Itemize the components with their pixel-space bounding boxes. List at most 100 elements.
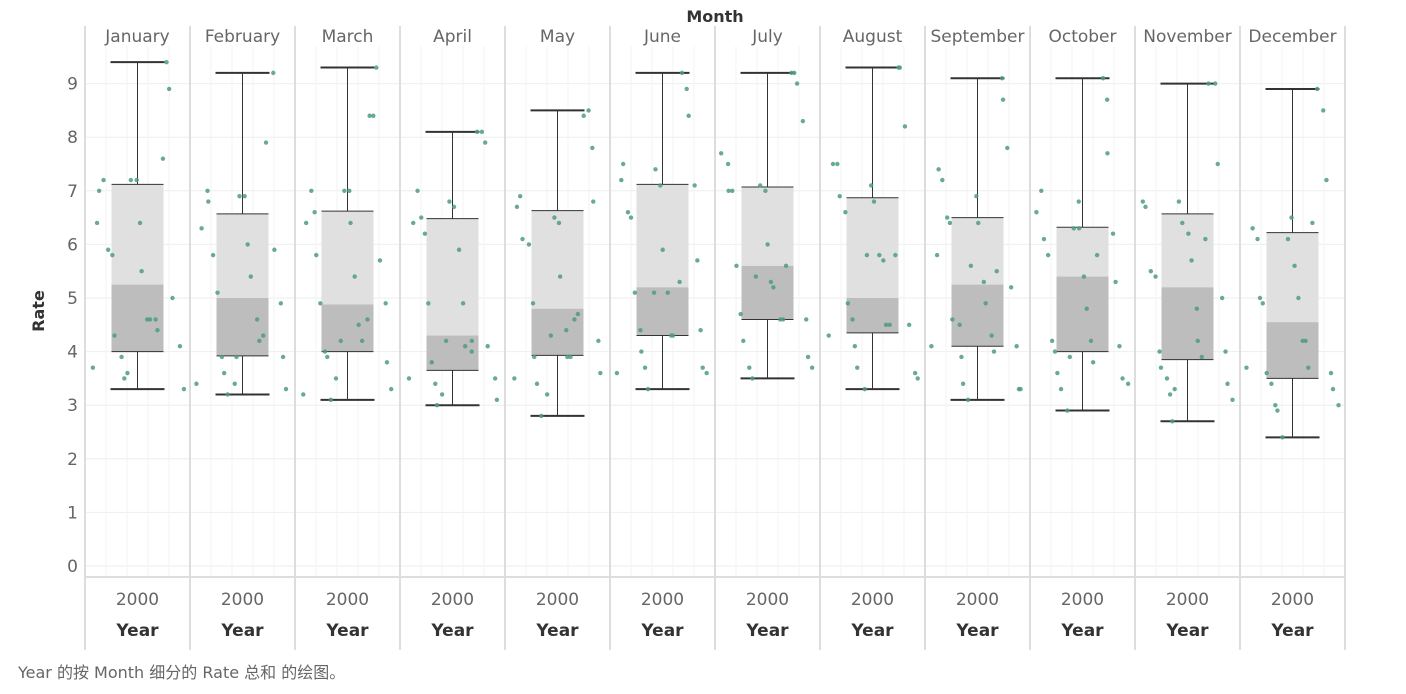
data-point bbox=[1076, 199, 1081, 204]
data-point bbox=[254, 317, 260, 322]
y-tick-label: 9 bbox=[67, 75, 78, 95]
data-point bbox=[591, 199, 596, 204]
data-point bbox=[322, 349, 328, 354]
data-point bbox=[725, 161, 731, 167]
point-layer bbox=[90, 59, 1341, 440]
y-tick-label: 4 bbox=[67, 343, 78, 363]
data-point bbox=[166, 86, 172, 92]
data-point bbox=[915, 376, 920, 381]
data-point bbox=[1113, 279, 1118, 285]
data-point bbox=[887, 322, 892, 327]
data-point bbox=[155, 327, 160, 333]
data-point bbox=[1100, 76, 1106, 81]
data-point bbox=[312, 210, 317, 215]
data-point bbox=[1328, 370, 1334, 376]
data-point bbox=[826, 333, 831, 338]
x-tick-label: 2000 bbox=[641, 590, 684, 610]
month-header-march: March bbox=[322, 27, 374, 47]
data-point bbox=[575, 311, 581, 317]
data-point bbox=[234, 354, 239, 360]
data-point bbox=[1213, 81, 1218, 86]
month-header-june: June bbox=[643, 27, 681, 47]
data-point bbox=[219, 354, 225, 360]
data-point bbox=[271, 70, 276, 76]
data-point bbox=[261, 333, 266, 338]
data-point bbox=[1164, 376, 1170, 381]
data-point bbox=[433, 381, 438, 386]
data-point bbox=[106, 247, 111, 252]
x-axis-title: Year bbox=[745, 621, 789, 641]
data-point bbox=[539, 413, 544, 419]
data-point bbox=[451, 204, 457, 210]
data-point bbox=[205, 188, 210, 193]
data-point bbox=[384, 360, 390, 365]
data-point bbox=[1105, 151, 1110, 156]
data-point bbox=[1158, 365, 1164, 370]
data-point bbox=[280, 354, 286, 360]
data-point bbox=[881, 258, 886, 263]
data-point bbox=[1058, 386, 1064, 392]
data-point bbox=[110, 252, 115, 258]
data-point bbox=[1039, 188, 1044, 193]
data-point bbox=[1081, 274, 1087, 279]
data-point bbox=[318, 301, 323, 306]
data-point bbox=[929, 344, 934, 349]
data-point bbox=[1034, 210, 1039, 215]
data-point bbox=[912, 370, 918, 376]
data-point bbox=[199, 226, 204, 231]
x-tick-label: 2000 bbox=[956, 590, 999, 610]
data-point bbox=[365, 317, 370, 322]
data-point bbox=[526, 242, 532, 247]
data-point bbox=[568, 354, 573, 360]
y-tick-label: 1 bbox=[67, 503, 78, 523]
data-point bbox=[1225, 381, 1230, 386]
data-point bbox=[170, 295, 175, 301]
data-point bbox=[902, 124, 908, 129]
data-point bbox=[565, 354, 570, 360]
data-point bbox=[765, 242, 770, 247]
data-point bbox=[835, 161, 840, 167]
data-point bbox=[1206, 81, 1211, 86]
data-point bbox=[1303, 338, 1308, 344]
data-point bbox=[619, 177, 624, 183]
box-upper-half bbox=[216, 213, 269, 298]
box-plot-chart: 0 1 2 3 4 5 6 7 8 9 January 2000 Year February 2000 Yea… bbox=[29, 7, 1346, 650]
box-lower-half bbox=[1266, 322, 1319, 379]
data-point bbox=[1296, 295, 1301, 301]
data-point bbox=[164, 59, 169, 65]
data-point bbox=[981, 279, 987, 285]
data-point bbox=[90, 365, 96, 370]
data-point bbox=[367, 113, 372, 118]
data-point bbox=[695, 258, 700, 263]
month-header-july: July bbox=[751, 27, 783, 47]
data-point bbox=[989, 333, 994, 338]
x-tick-label: 2000 bbox=[1166, 590, 1209, 610]
data-point bbox=[1180, 220, 1185, 226]
data-point bbox=[456, 247, 462, 252]
data-point bbox=[1153, 274, 1158, 279]
x-tick-label: 2000 bbox=[851, 590, 894, 610]
data-point bbox=[983, 301, 988, 306]
data-point bbox=[1055, 370, 1060, 376]
box-lower-half bbox=[951, 284, 1004, 347]
data-point bbox=[686, 113, 691, 118]
data-point bbox=[1269, 381, 1274, 386]
month-header-december: December bbox=[1248, 27, 1336, 47]
data-point bbox=[1275, 408, 1280, 413]
data-point bbox=[852, 344, 858, 349]
data-point bbox=[625, 210, 631, 215]
data-point bbox=[1244, 365, 1249, 370]
data-point bbox=[181, 386, 187, 392]
data-point bbox=[419, 215, 424, 220]
data-point bbox=[692, 183, 697, 188]
data-point bbox=[134, 177, 139, 183]
data-point bbox=[96, 188, 102, 193]
data-point bbox=[1255, 236, 1260, 242]
data-point bbox=[1321, 108, 1326, 113]
data-point bbox=[1330, 386, 1336, 392]
box-layer bbox=[110, 61, 1320, 439]
data-point bbox=[893, 252, 898, 258]
box-upper-half bbox=[111, 184, 164, 285]
data-point bbox=[704, 370, 709, 376]
x-axis-title: Year bbox=[850, 621, 894, 641]
